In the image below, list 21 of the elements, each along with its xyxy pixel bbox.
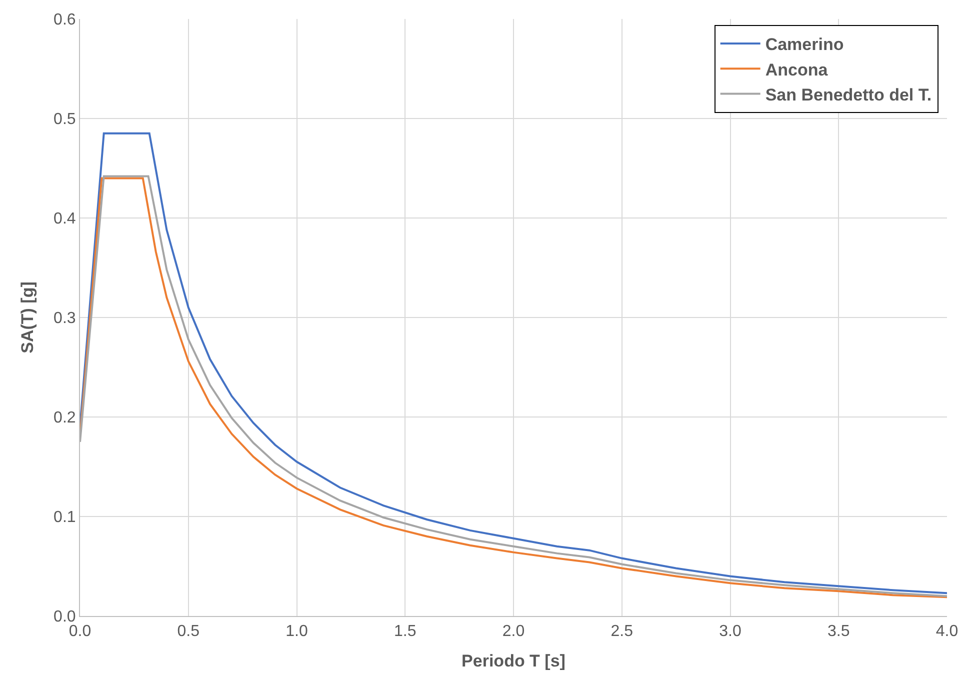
legend-label: San Benedetto del T.: [765, 85, 932, 104]
x-tick-label: 0.0: [68, 623, 92, 640]
y-tick-label: 0.6: [54, 12, 76, 29]
legend-label: Camerino: [765, 35, 844, 54]
x-tick-label: 1.0: [286, 623, 308, 640]
x-tick-label: 3.0: [719, 623, 742, 640]
y-tick-label: 0.5: [54, 111, 76, 128]
y-tick-label: 0.2: [54, 410, 76, 427]
x-tick-label: 2.0: [502, 623, 525, 640]
y-tick-label: 0.0: [54, 608, 76, 626]
y-tick-label: 0.4: [54, 210, 76, 228]
x-tick-label: 2.5: [610, 623, 634, 640]
legend-label: Ancona: [765, 60, 828, 80]
x-tick-label: 3.5: [828, 623, 850, 640]
x-tick-label: 0.5: [177, 623, 200, 640]
y-tick-label: 0.1: [54, 509, 76, 526]
y-tick-label: 0.3: [54, 310, 76, 328]
x-tick-label: 4.0: [936, 623, 958, 640]
y-axis-title: SA(T) [g]: [18, 282, 38, 354]
x-tick-label: 1.5: [394, 623, 416, 640]
x-axis-title: Periodo T [s]: [462, 652, 566, 671]
